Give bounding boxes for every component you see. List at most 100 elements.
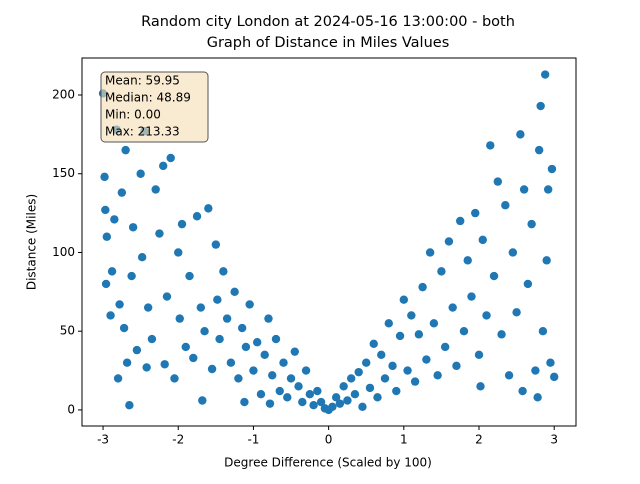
point [456,216,465,226]
point [127,271,136,281]
point [527,219,536,229]
point [543,185,553,194]
point [283,393,292,402]
point [256,389,266,399]
point [403,366,412,375]
point [536,101,545,111]
point [159,161,168,171]
point [265,399,275,408]
y-tick-label: 100 [52,245,75,259]
point [540,70,550,79]
point [452,361,461,371]
point [110,215,119,224]
point [418,282,427,292]
point [331,393,341,402]
point [459,327,469,336]
point [106,311,115,320]
point [501,201,510,210]
x-tick-label: -2 [172,433,184,447]
point [380,374,390,383]
point [343,396,352,405]
point [448,303,457,312]
point [354,367,363,377]
point [444,237,454,246]
point [204,204,213,213]
point [414,330,424,339]
point [286,374,296,383]
stats-line: Min: 0.00 [105,108,161,122]
point [142,363,151,372]
point [373,393,382,402]
point [392,386,401,396]
point [226,358,236,367]
point [489,271,499,281]
point [542,256,551,265]
y-tick-label: 0 [67,402,75,416]
point [523,279,533,289]
point [115,300,124,309]
point [196,303,206,312]
point [350,389,360,399]
point [313,386,322,396]
plot-frame [81,57,577,427]
point [516,130,525,139]
point [369,339,378,349]
point [170,374,179,383]
point [222,314,232,323]
point [407,311,416,320]
point [200,327,209,336]
point [249,366,258,375]
point [486,141,495,150]
point [437,267,446,276]
stats-line: Mean: 59.95 [105,74,180,88]
point [113,374,123,383]
point [474,350,484,360]
point [245,300,254,309]
point [107,267,117,276]
point [399,295,409,304]
point [143,303,153,312]
point [508,248,518,257]
point [211,240,221,249]
point [160,360,169,369]
point [425,248,435,257]
point [429,319,439,328]
point [335,399,345,408]
point [476,382,485,391]
point [185,271,194,281]
point [377,350,386,360]
y-tick-label: 50 [60,324,75,338]
point [301,366,311,375]
point [166,153,175,163]
point [189,353,198,363]
point [237,323,247,333]
point [518,386,527,396]
point [365,383,375,393]
point [305,389,315,399]
y-tick-label: 150 [52,166,75,180]
point [504,371,514,380]
point [534,145,544,155]
point [482,311,491,320]
point [147,334,157,344]
point [298,397,307,407]
point [101,279,111,289]
point [358,402,367,411]
point [463,256,472,265]
point [493,177,503,186]
chart-title: Random city London at 2024-05-16 13:00:0… [141,14,515,30]
x-tick-label: 0 [325,433,333,447]
point [215,334,224,344]
point [264,314,273,323]
point [240,397,249,407]
point [174,248,183,257]
point [309,401,318,410]
stats-line: Max: 213.33 [105,125,180,139]
point [125,401,134,410]
point [467,292,476,301]
point [132,345,142,355]
point [207,364,217,374]
point [478,235,487,245]
point [440,342,450,352]
